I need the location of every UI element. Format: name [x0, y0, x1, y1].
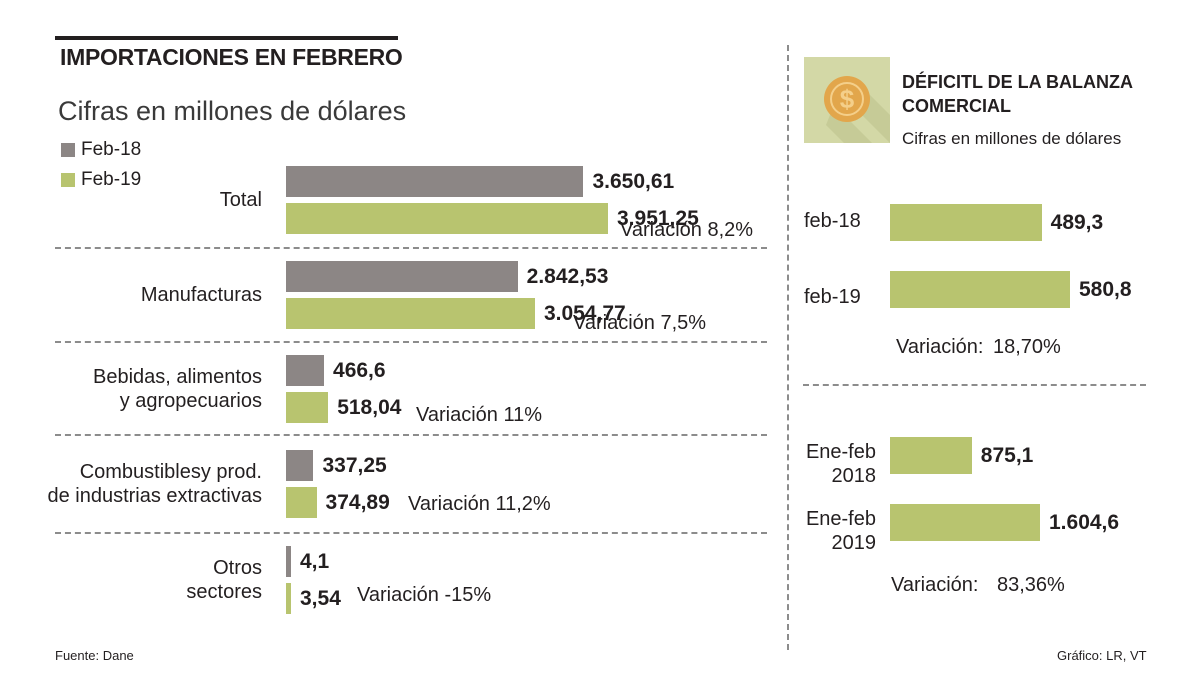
- value-label-feb19: 3.054,77: [543, 302, 626, 325]
- source-note: Fuente: Dane: [55, 648, 134, 663]
- category-label: Otros sectores: [186, 557, 262, 603]
- value-label-feb19: 3.951,25: [617, 207, 699, 230]
- deficit-period-label: Ene-feb 2019: [805, 508, 876, 554]
- bar-feb18: [286, 355, 325, 386]
- value-label-feb18: 2.842,53: [526, 265, 609, 288]
- category-label: Combustiblesy prod. de industrias extract…: [47, 461, 262, 507]
- deficit-bar: [890, 437, 972, 474]
- deficit-variation-value: 83,36%: [997, 574, 1065, 596]
- chart-subtitle: Cifras en millones de dólares: [58, 96, 407, 126]
- row-separator: [55, 434, 767, 436]
- deficit-value-label: 580,8: [1079, 278, 1132, 301]
- category-label: Bebidas, alimentos y agropecuarios: [93, 366, 262, 412]
- bar-feb19: [286, 298, 535, 329]
- variation-label: Variación 8,2%: [620, 219, 754, 241]
- bar-feb19: [286, 203, 608, 234]
- value-label-feb18: 466,6: [333, 359, 386, 382]
- bar-feb19: [286, 487, 317, 518]
- value-label-feb18: 4,1: [300, 550, 330, 573]
- deficit-value-label: 875,1: [980, 444, 1034, 467]
- value-label-feb18: 337,25: [322, 454, 387, 477]
- bar-feb19: [286, 392, 329, 423]
- credit-note: Gráfico: LR, VT: [1057, 648, 1147, 663]
- value-label-feb19: 374,89: [325, 491, 390, 514]
- category-label: Manufacturas: [140, 284, 262, 306]
- bar-feb18: [286, 261, 518, 292]
- deficit-title: DÉFICITL DE LA BALANZA COMERCIAL: [902, 72, 1133, 116]
- coin-illustration: $: [804, 57, 890, 143]
- legend-label-feb18: Feb-18: [81, 139, 142, 160]
- category-label: Total: [219, 189, 262, 211]
- deficit-period-label: feb-19: [804, 286, 861, 308]
- value-label-feb18: 3.650,61: [592, 170, 675, 193]
- deficit-bar: [890, 204, 1042, 241]
- chart-title: IMPORTACIONES EN FEBRERO: [60, 44, 403, 70]
- deficit-variation-label: Variación:: [896, 336, 984, 358]
- dollar-glyph: $: [840, 84, 855, 114]
- title-rule: [55, 36, 398, 40]
- deficit-variation-value: 18,70%: [993, 336, 1061, 358]
- legend-swatch-feb18: [61, 143, 75, 157]
- variation-label: Variación 11,2%: [408, 493, 551, 515]
- dollar-coin-icon: $: [824, 76, 890, 143]
- legend-swatch-feb19: [61, 173, 75, 187]
- variation-label: Variación 11%: [416, 404, 542, 426]
- deficit-period-label: Ene-feb 2018: [805, 441, 876, 487]
- panel-separator: [787, 45, 789, 650]
- bar-feb18: [286, 166, 584, 197]
- deficit-value-label: 489,3: [1050, 211, 1104, 234]
- deficit-variation-label: Variación:: [891, 574, 979, 596]
- variation-label: Variación -15%: [357, 584, 492, 606]
- row-separator: [55, 247, 767, 249]
- deficit-subtitle: Cifras en millones de dólares: [902, 129, 1122, 148]
- legend-label-feb19: Feb-19: [81, 169, 142, 190]
- bar-feb19: [286, 583, 291, 614]
- deficit-bar: [890, 504, 1040, 541]
- group-separator: [803, 384, 1146, 386]
- bar-feb18: [286, 450, 314, 481]
- variation-label: Variación 7,5%: [573, 312, 707, 334]
- row-separator: [55, 341, 767, 343]
- bar-feb18: [286, 546, 291, 577]
- deficit-period-label: feb-18: [804, 210, 861, 232]
- row-separator: [55, 532, 767, 534]
- deficit-bar: [890, 271, 1070, 308]
- deficit-value-label: 1.604,6: [1049, 511, 1120, 534]
- value-label-feb19: 518,04: [337, 396, 402, 419]
- value-label-feb19: 3,54: [300, 587, 341, 610]
